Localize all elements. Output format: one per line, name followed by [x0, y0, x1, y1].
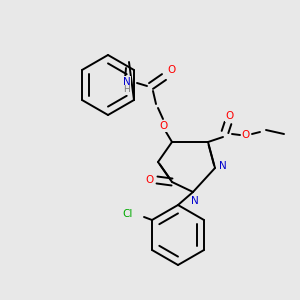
Text: N: N — [191, 196, 199, 206]
Text: O: O — [167, 65, 175, 75]
Text: N: N — [219, 161, 227, 171]
Text: O: O — [242, 130, 250, 140]
Text: O: O — [226, 111, 234, 121]
Text: O: O — [146, 175, 154, 185]
Text: H: H — [124, 85, 130, 94]
Text: O: O — [160, 121, 168, 131]
Text: N: N — [123, 77, 131, 87]
Text: Cl: Cl — [123, 209, 133, 219]
